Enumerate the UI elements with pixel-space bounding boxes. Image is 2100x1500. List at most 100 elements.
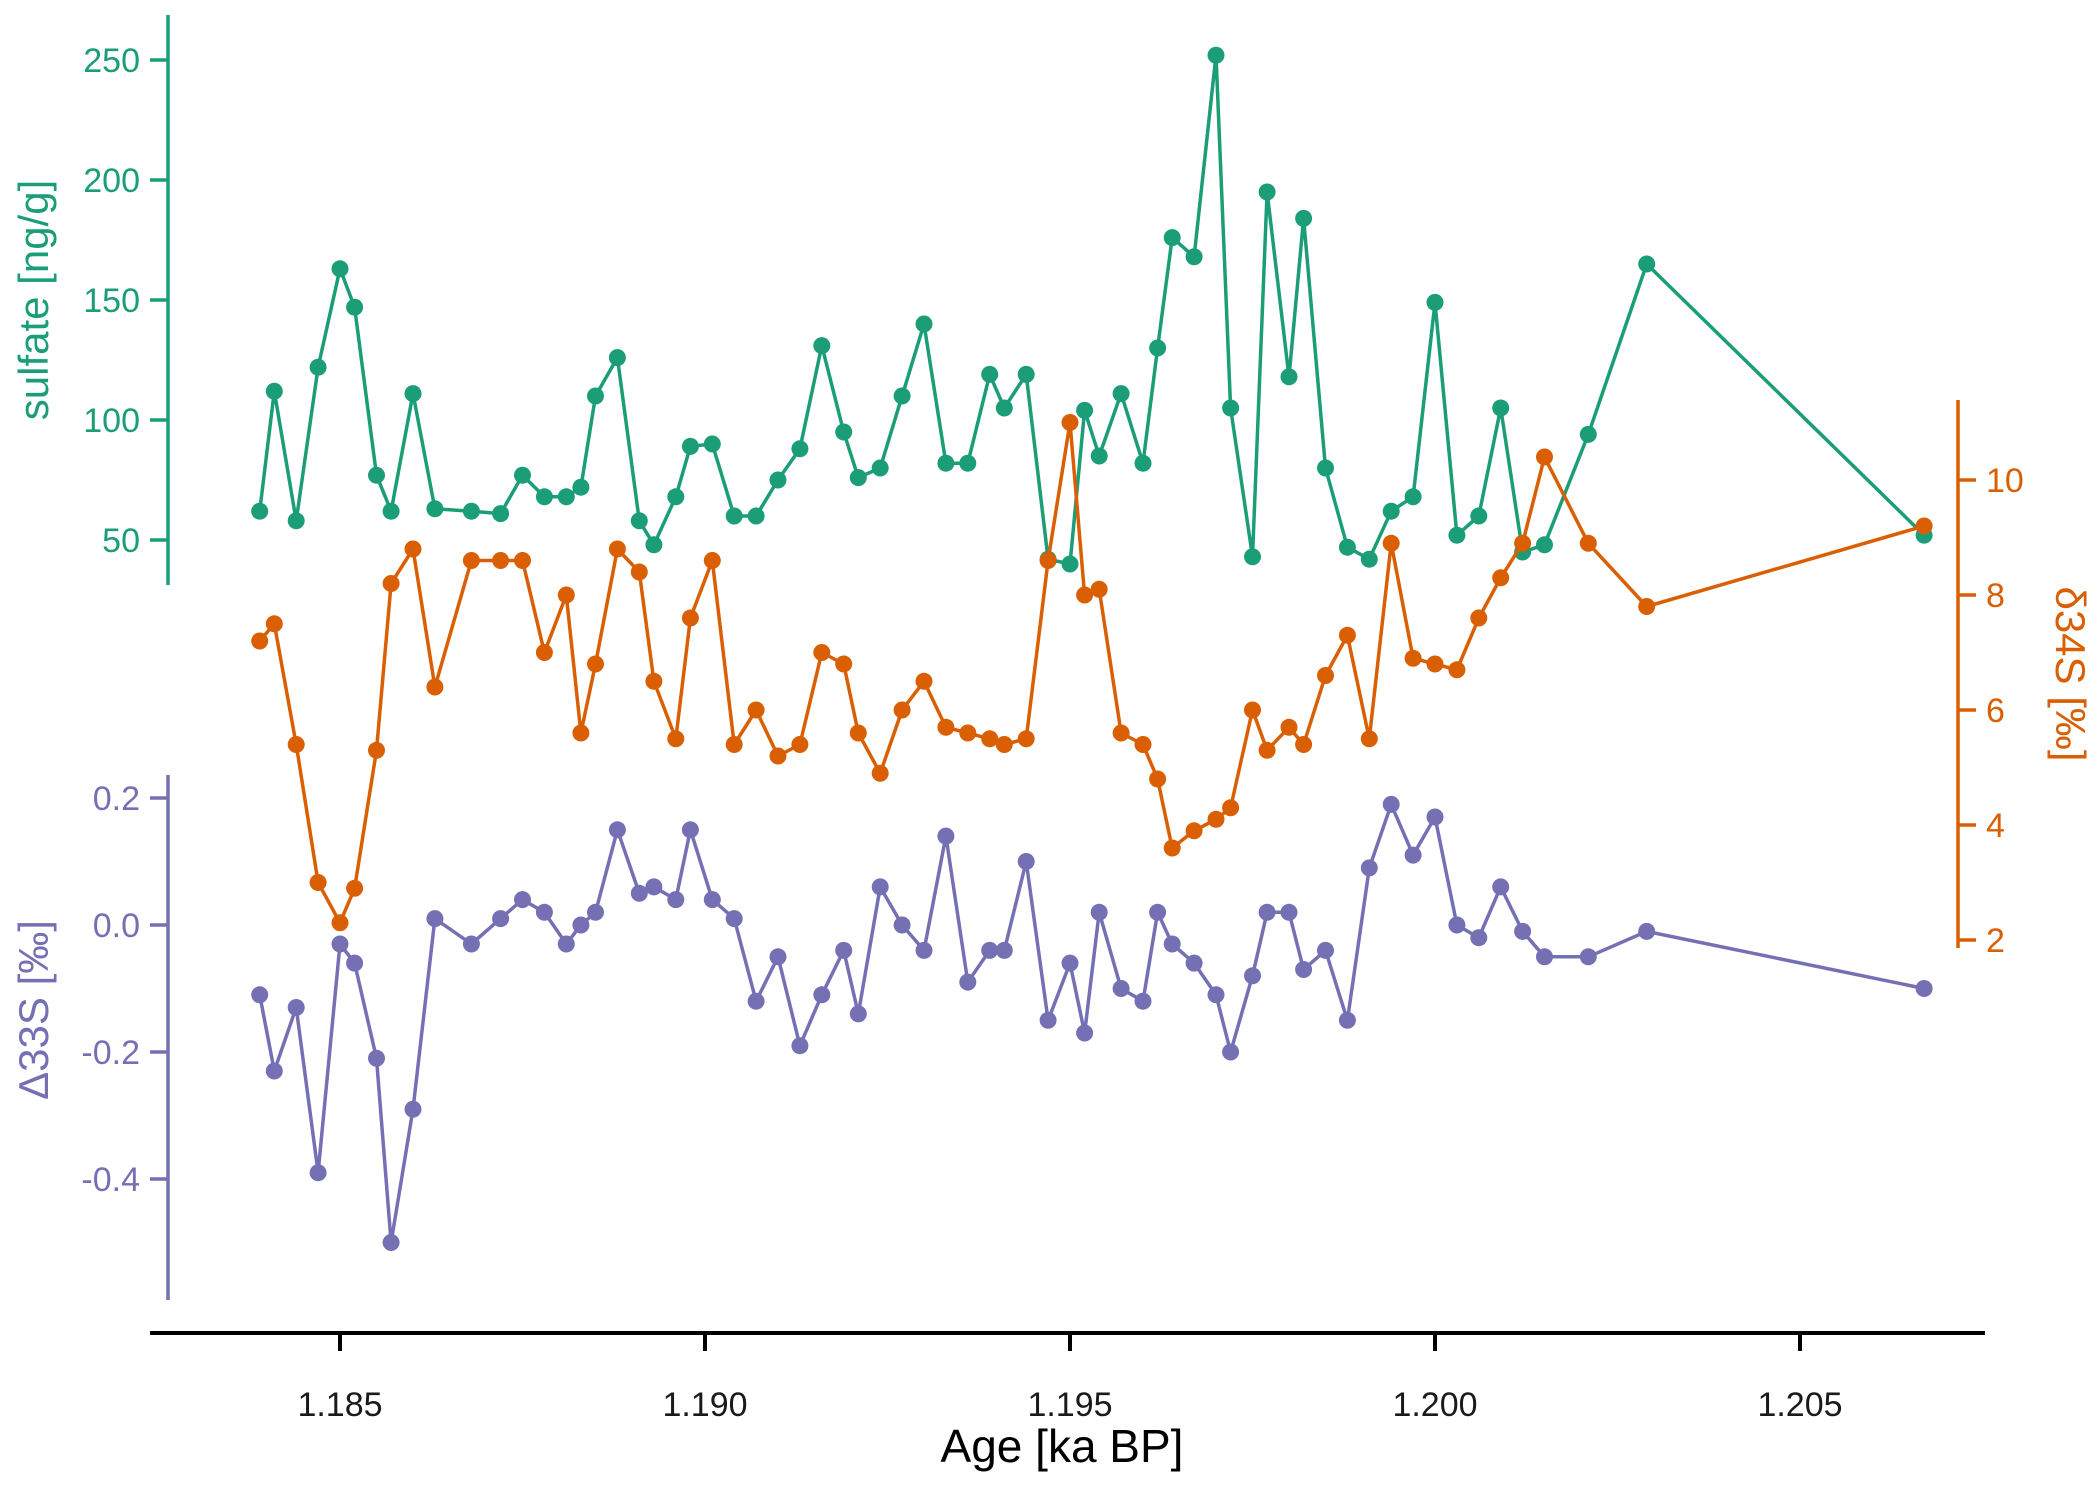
d34S-point [587,655,604,673]
sulfate-point [265,382,283,400]
x-axis-title: Age [ka BP] [941,1420,1184,1472]
sulfate-point [893,387,911,405]
sulfate-point [1163,229,1181,247]
D33S-point [1061,954,1079,972]
D33S-point [681,821,699,839]
sulfate-point [959,454,977,472]
D33S-point [462,935,480,953]
sulfate-point [747,507,765,525]
D33S-point [1280,903,1298,921]
sulfate-point [703,435,721,453]
d34S-axis-tick-label: 10 [1986,462,2024,500]
D33S-point [287,999,305,1016]
d34S-point [1295,736,1313,753]
d34S-point [1017,730,1035,748]
d34S-point [492,552,510,569]
D33S-point [1382,795,1400,813]
D33S-point [492,910,510,928]
D33S-point [849,1005,867,1023]
sulfate-point [382,502,400,520]
d34S-point [1514,534,1532,552]
d34S-point [346,879,364,897]
d34S-point [937,718,955,736]
D33S-point [667,891,685,909]
d34S-point [1426,655,1444,673]
D33S-point [608,821,626,839]
D33S-point [937,827,955,845]
x-axis-tick-label: 1.185 [297,1386,382,1424]
sulfate-axis-title: sulfate [ng/g] [10,180,57,421]
D33S-point [1112,980,1130,997]
d34S-point [995,736,1013,753]
sulfate-point [492,505,510,523]
d34S-point [514,552,531,569]
sulfate-point [1185,248,1203,266]
x-axis: 1.185 1.190 1.195 1.200 1.205 [150,1331,1985,1424]
sulfate-axis-tick-label: 100 [83,402,140,440]
sulfate-point [849,469,867,487]
sulfate-point [514,466,531,484]
sulfate-axis: 250 200 150 100 50 [83,15,170,585]
sulfate-point [1360,550,1378,568]
sulfate-point [1258,183,1276,201]
sulfate-point [1295,209,1313,227]
x-axis-tick-label: 1.190 [662,1386,747,1424]
D33S-point [1317,941,1334,959]
d34S-point [1579,534,1597,552]
D33S-point [1185,954,1203,972]
d34S-point [426,678,444,696]
D33S-point [1017,853,1035,870]
sulfate-point [1076,401,1094,419]
d34S-point [959,724,977,742]
D33S-point [1163,935,1181,953]
d34S-point [1382,534,1400,552]
sulfate-point [645,536,663,554]
sulfate-point [1134,454,1152,472]
d34S-point [404,540,422,558]
d34s-axis: 10 8 6 4 2 [1956,400,2024,960]
d34S-point [1492,569,1510,587]
d34S-point [309,874,327,891]
d34S-point [645,672,663,690]
D33S-point [995,941,1013,959]
sulfate-point [667,488,685,506]
D33S-point [725,910,743,928]
d34S-point [769,747,787,765]
D33S-point [382,1234,400,1251]
d34S-point [557,586,575,604]
D33S-point [835,941,853,959]
d34S-point [791,736,809,753]
D33S-point [309,1164,327,1182]
sulfate-point [572,478,590,496]
sulfate-point [915,315,933,333]
d34S-point [1076,586,1094,604]
d34S-point [747,701,765,719]
D33S-point [1426,808,1444,826]
d34S-point [1638,598,1656,615]
sulfate-point [608,349,626,367]
D33S-point [1090,903,1108,921]
D33S-point [1295,961,1313,978]
d34S-point [630,563,648,581]
d34S-point [1536,448,1553,466]
sulfate-point [251,502,269,520]
d34S-point [1061,414,1079,431]
sulfate-axis-tick-label: 200 [83,162,140,200]
sulfate-point [1382,502,1400,520]
sulfate-point [981,365,999,383]
D33S-point [1076,1024,1094,1042]
d34S-point [835,655,853,673]
d34S-axis-tick-label: 4 [1986,807,2005,845]
sulfate-point [368,466,385,484]
D33S-point [1638,922,1656,940]
d34S-point [1244,701,1261,719]
D33S-axis-tick-label: 0.0 [93,907,140,945]
sulfate-point [630,512,648,530]
D33S-axis-tick-label: -0.2 [81,1034,140,1072]
d34S-point [1404,649,1422,667]
D33S-point [645,878,663,896]
D33S-point [1404,846,1422,864]
sulfate-point [1579,425,1597,443]
